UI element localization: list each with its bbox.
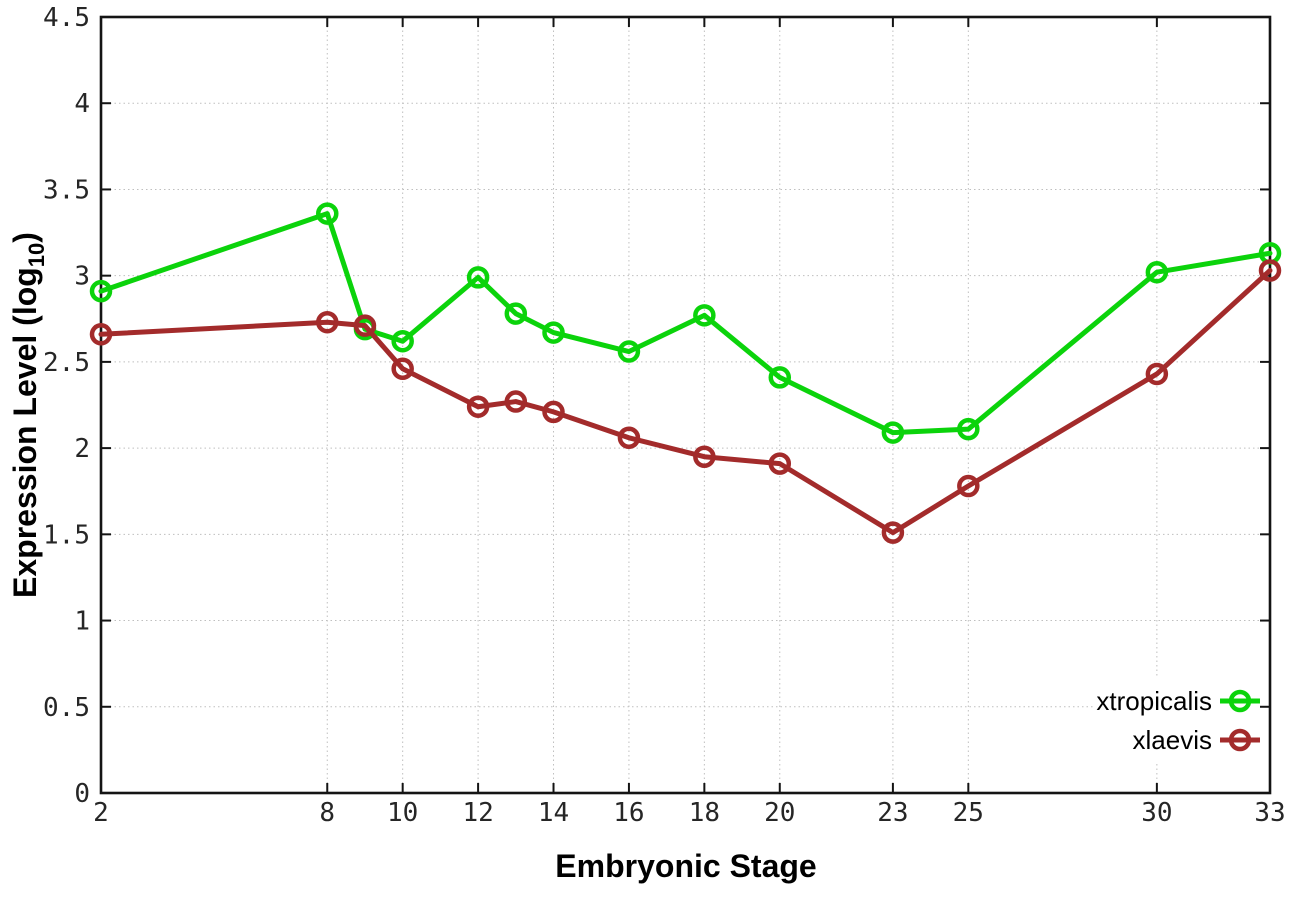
x-tick-label: 2 <box>93 798 109 828</box>
y-tick-label: 3.5 <box>43 175 90 205</box>
x-axis-label: Embryonic Stage <box>555 848 816 884</box>
legend-label-xlaevis: xlaevis <box>1133 725 1212 755</box>
y-tick-label: 0 <box>74 779 90 809</box>
y-axis-label: Expression Level (log10) <box>7 232 49 598</box>
data-point-xtropicalis <box>1145 260 1169 284</box>
x-tick-label: 14 <box>538 798 569 828</box>
data-point-xlaevis <box>89 323 113 346</box>
data-point-xtropicalis <box>542 321 565 344</box>
x-tick-label: 18 <box>689 798 720 828</box>
grid-layer <box>101 17 1270 793</box>
data-point-xlaevis <box>466 395 490 418</box>
y-tick-label: 0.5 <box>43 693 90 723</box>
data-point-xlaevis <box>617 426 641 450</box>
data-point-xlaevis <box>1258 259 1282 282</box>
tick-layer <box>100 16 1271 794</box>
plot-border <box>99 15 1272 795</box>
x-tick-label: 16 <box>613 798 644 828</box>
y-tick-label: 3 <box>74 262 90 292</box>
data-point-xlaevis <box>1145 362 1169 386</box>
data-point-xtropicalis <box>617 340 641 363</box>
data-point-xlaevis <box>957 474 980 498</box>
data-point-xlaevis <box>353 314 377 337</box>
x-tick-label: 25 <box>953 798 984 828</box>
data-point-xlaevis <box>768 452 792 475</box>
tick-label-layer: 2 8 10 12 14 16 18 20 23 25 30 33 0 0.5 1 1.5 2 2.5 3 3.5 4 4… <box>43 3 1286 828</box>
data-point-xtropicalis <box>316 202 339 225</box>
data-point-xtropicalis <box>504 302 528 325</box>
legend-background <box>1095 676 1260 764</box>
x-tick-label: 33 <box>1254 798 1285 828</box>
data-point-xlaevis <box>881 521 905 544</box>
data-point-xlaevis <box>391 357 414 381</box>
x-tick-label: 8 <box>319 798 335 828</box>
x-tick-label: 30 <box>1141 798 1172 828</box>
y-tick-label: 2 <box>74 434 90 464</box>
legend-label-xtropicalis: xtropicalis <box>1096 686 1212 716</box>
legend-marker-xtropicalis <box>1228 689 1252 713</box>
x-tick-label: 20 <box>764 798 795 828</box>
data-point-xtropicalis <box>89 279 113 303</box>
data-point-xlaevis <box>504 390 528 413</box>
y-tick-label: 4.5 <box>43 3 90 33</box>
legend-layer: xtropicalis xlaevis <box>1095 676 1260 764</box>
data-point-xtropicalis <box>957 417 980 441</box>
data-point-xlaevis <box>542 400 565 424</box>
y-tick-label: 2.5 <box>43 348 90 378</box>
x-tick-label: 12 <box>462 798 493 828</box>
data-point-xtropicalis <box>881 421 905 444</box>
data-point-xtropicalis <box>693 304 716 327</box>
legend-marker-xlaevis <box>1228 728 1252 752</box>
series-layer <box>89 202 1282 544</box>
y-tick-label: 4 <box>74 89 90 119</box>
data-point-xtropicalis <box>768 366 792 389</box>
y-tick-label: 1.5 <box>43 520 90 550</box>
x-tick-label: 10 <box>387 798 418 828</box>
data-point-xtropicalis <box>391 329 414 353</box>
data-point-xlaevis <box>316 310 339 334</box>
plot-border-layer <box>99 15 1272 795</box>
y-tick-label: 1 <box>74 607 90 637</box>
data-point-xtropicalis <box>466 266 490 289</box>
x-tick-label: 23 <box>877 798 908 828</box>
series-line-xlaevis <box>98 267 1273 536</box>
data-point-xlaevis <box>693 445 716 468</box>
